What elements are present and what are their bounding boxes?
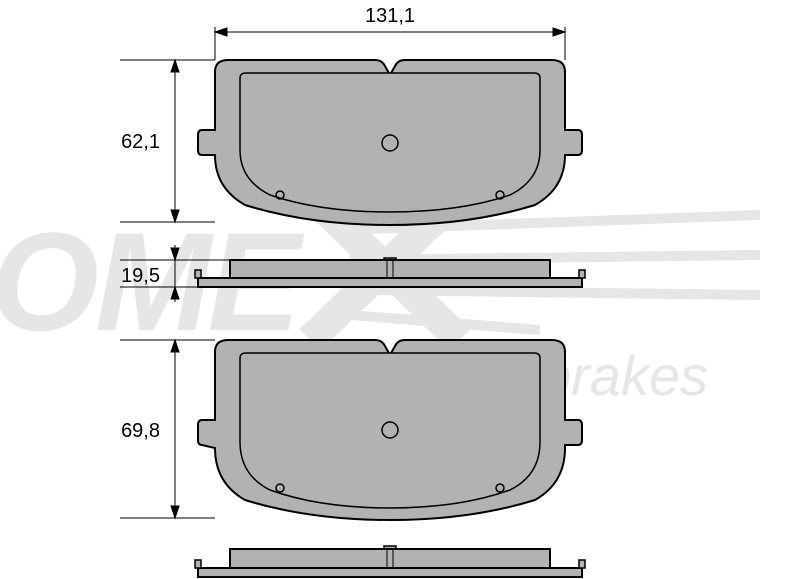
brake-pad-bottom-side	[195, 546, 585, 577]
brake-pad-top-side	[195, 258, 585, 287]
dim-height1-label: 62,1	[121, 131, 160, 153]
dim-thickness-label: 19,5	[121, 265, 160, 287]
technical-drawing: OME brakes 131,1 62,1	[0, 0, 786, 579]
brake-pad-bottom-face	[198, 340, 582, 520]
brake-pad-top-face	[198, 60, 582, 225]
dim-height2-label: 69,8	[121, 420, 160, 442]
dim-width	[215, 27, 565, 60]
dim-width-label: 131,1	[365, 5, 415, 27]
